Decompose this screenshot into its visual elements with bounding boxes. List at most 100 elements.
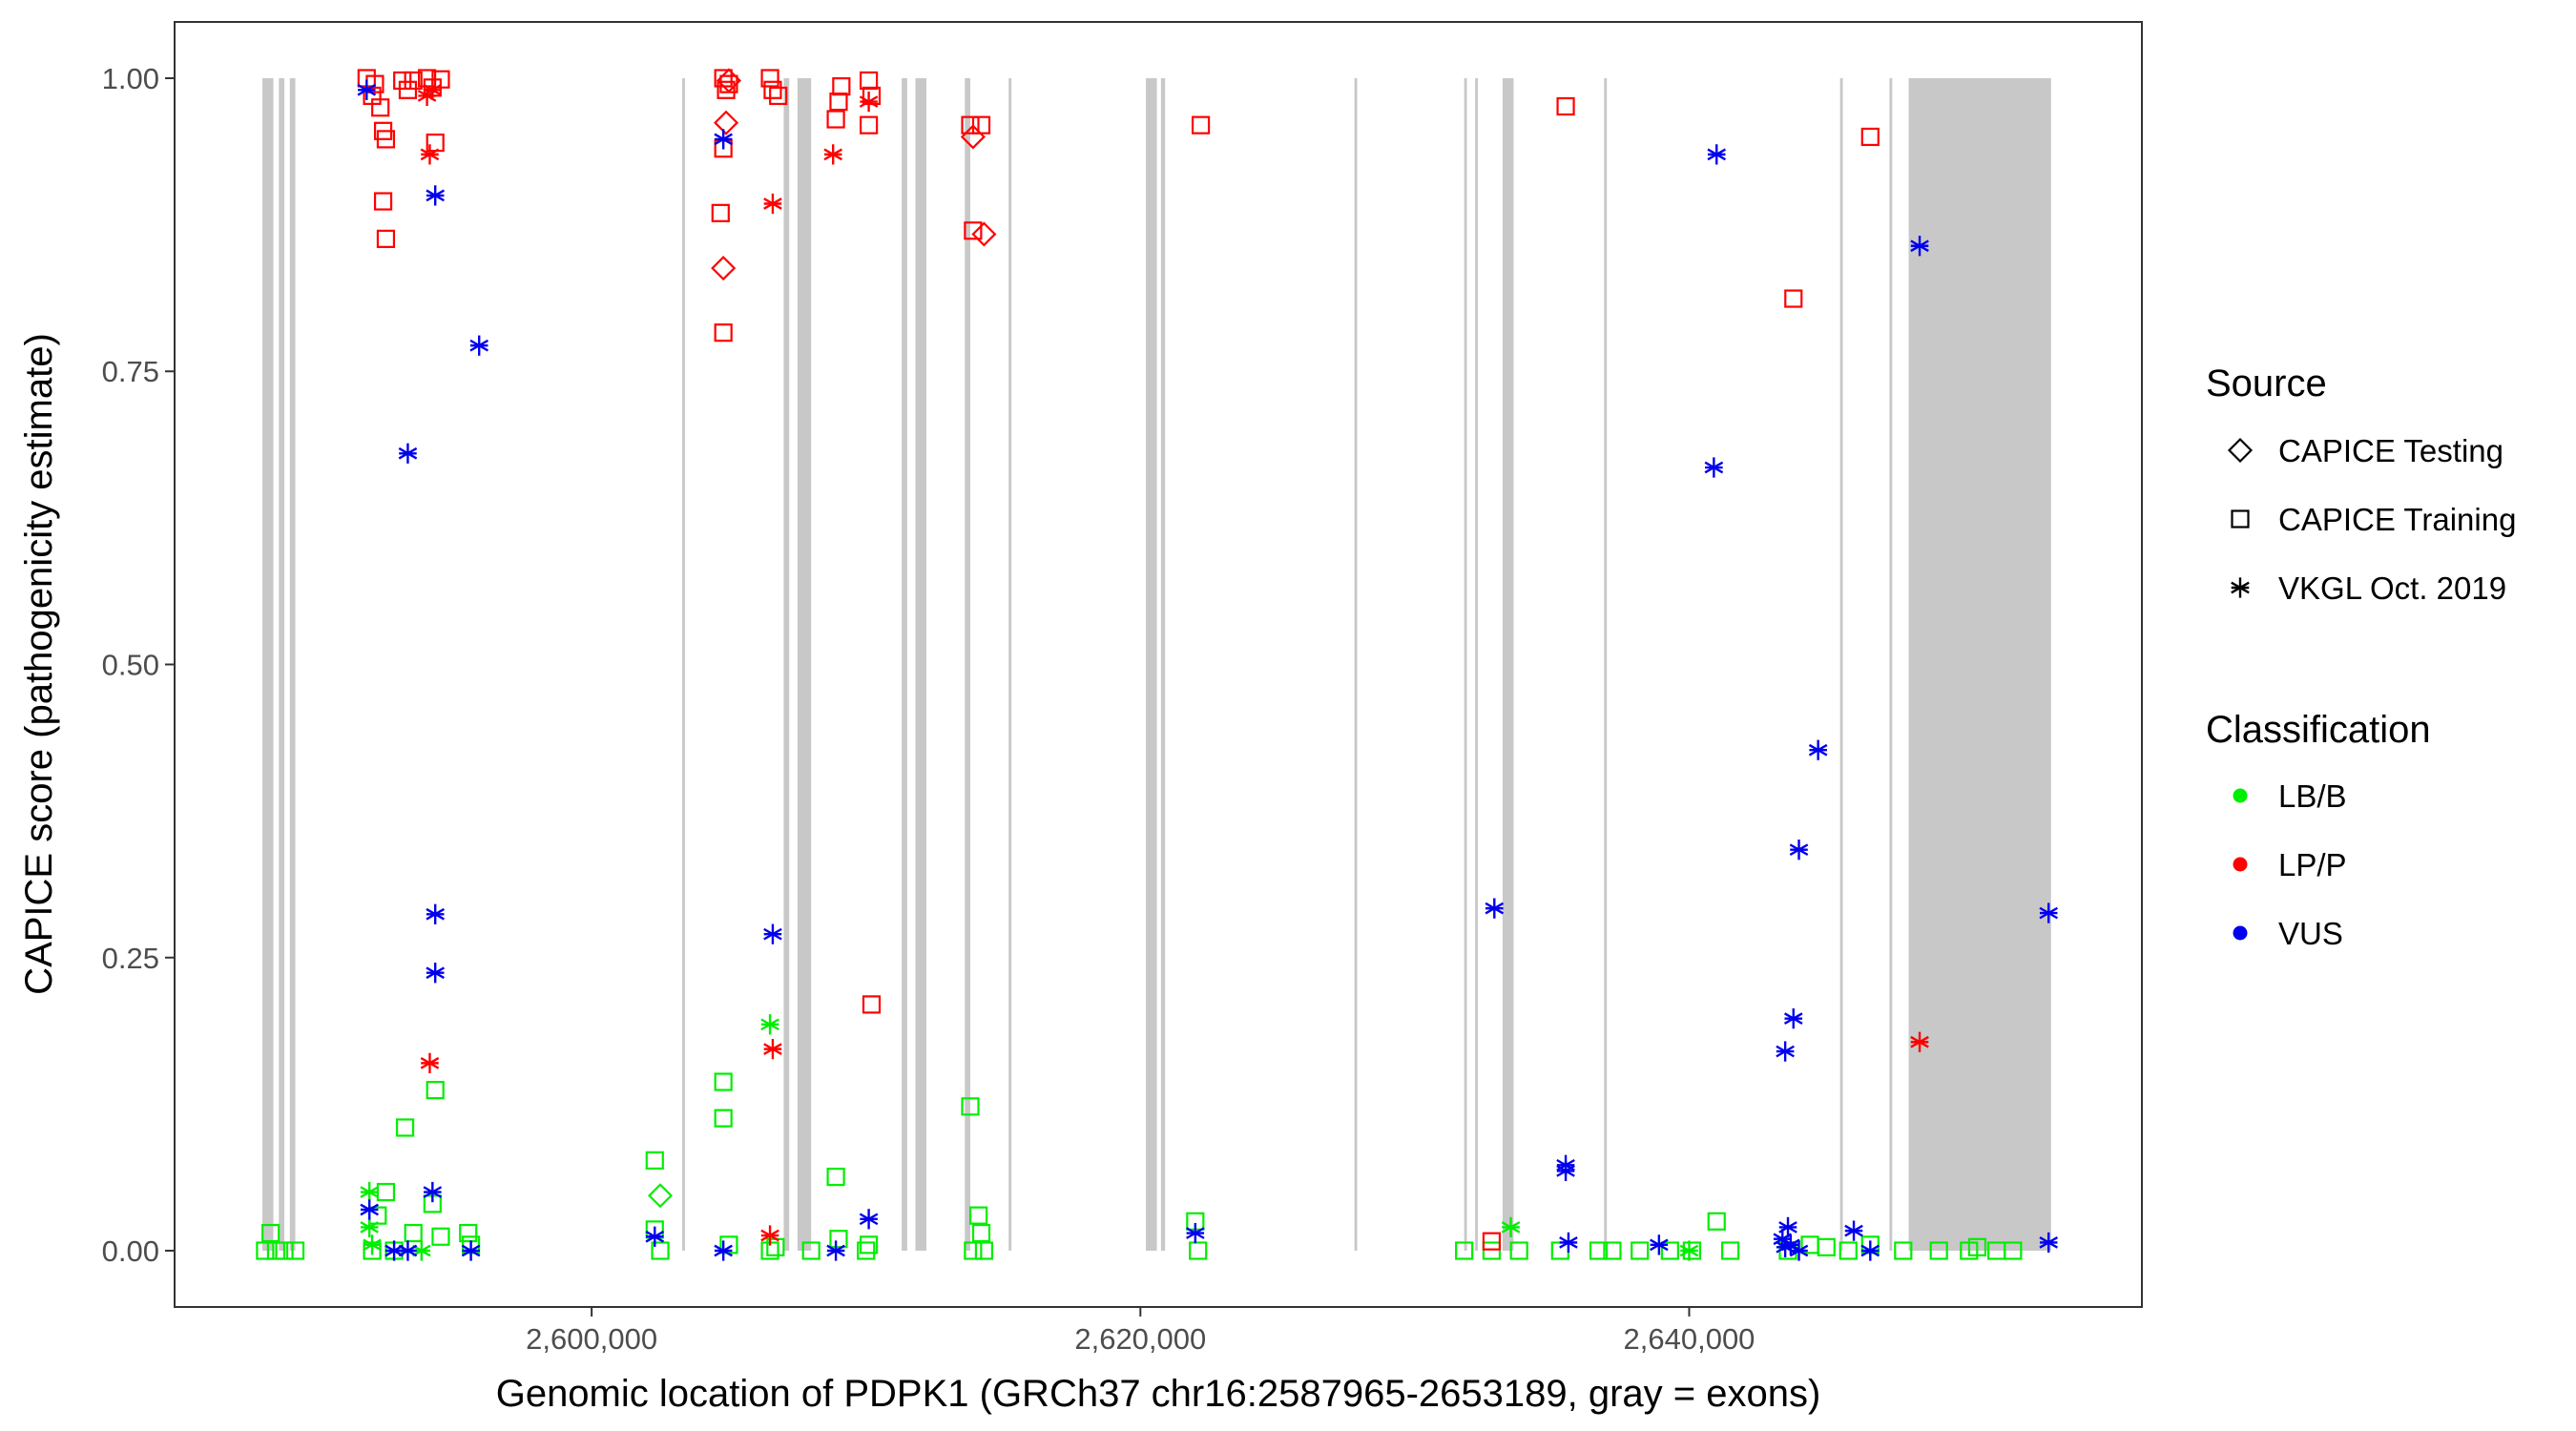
data-point (261, 1223, 280, 1243)
data-point (651, 1241, 670, 1260)
data-point (1817, 1237, 1836, 1256)
plot-panel (174, 21, 2143, 1308)
data-point (1509, 1241, 1528, 1260)
y-tick-label: 0.00 (102, 1234, 159, 1268)
exon-bands (262, 77, 2051, 1252)
data-point (1455, 1241, 1474, 1260)
data-point (714, 1109, 733, 1128)
data-point (461, 1240, 481, 1261)
data-point (426, 185, 446, 206)
legend-class-label: LB/B (2278, 778, 2347, 814)
legend-source-label: CAPICE Testing (2278, 433, 2503, 468)
data-point (371, 98, 390, 117)
exon-band (1604, 77, 1608, 1252)
data-point (971, 1223, 991, 1243)
exon-band (682, 77, 685, 1252)
y-tick-label: 0.25 (102, 942, 159, 975)
exon-band (1908, 77, 2051, 1252)
legend-source-entries: CAPICE Testing CAPICE Training VKGL Oct. 2… (2227, 433, 2516, 606)
data-point (431, 1227, 450, 1246)
data-point (1556, 96, 1575, 116)
data-point (1707, 1212, 1726, 1231)
exon-band (1354, 77, 1358, 1252)
exon-band (1502, 77, 1514, 1252)
data-point (645, 1151, 664, 1170)
data-point (404, 71, 423, 91)
data-point (376, 229, 396, 248)
y-tick-label: 0.75 (102, 355, 159, 388)
data-point (763, 80, 782, 99)
x-tick-label: 2,600,000 (526, 1322, 657, 1356)
legend-key-square (2231, 509, 2250, 529)
exon-band (1008, 77, 1012, 1252)
legend-key-asterisk (2231, 577, 2250, 598)
data-point (760, 69, 779, 88)
data-point (645, 1226, 665, 1247)
data-point (801, 1241, 821, 1260)
data-point (2004, 1241, 2023, 1260)
data-point (964, 221, 983, 240)
data-point (404, 1223, 423, 1243)
data-point (711, 256, 737, 281)
data-point (1860, 127, 1880, 147)
y-axis: 0.00 0.25 0.50 0.75 1.00 (102, 62, 175, 1268)
data-point (1778, 1216, 1797, 1238)
data-point (395, 1118, 415, 1137)
data-point (832, 76, 851, 96)
data-point (275, 1241, 294, 1260)
data-point (714, 1072, 733, 1091)
data-point (285, 1241, 305, 1260)
data-point (826, 1240, 845, 1261)
data-point (426, 1081, 445, 1100)
data-point (469, 335, 489, 356)
data-point (360, 1216, 379, 1238)
data-point (1191, 115, 1211, 135)
data-point (961, 115, 980, 135)
data-point (1679, 1240, 1699, 1261)
data-point (420, 144, 440, 165)
legend-source-label: VKGL Oct. 2019 (2278, 570, 2506, 606)
data-point (862, 995, 882, 1014)
data-point (426, 903, 446, 924)
legend-key-dot (2233, 788, 2248, 803)
data-point (971, 221, 997, 247)
exon-band (783, 77, 790, 1252)
exon-band (1839, 77, 1843, 1252)
data-point (1844, 1220, 1863, 1241)
data-point (1967, 1237, 1987, 1256)
data-point (717, 80, 736, 99)
data-point (1808, 739, 1828, 760)
data-point (423, 79, 443, 100)
legend-class-label: LP/P (2278, 847, 2347, 882)
data-point (1860, 1240, 1880, 1261)
data-point (1839, 1241, 1858, 1260)
data-point (714, 110, 739, 135)
data-point (826, 110, 845, 129)
data-point (714, 323, 733, 342)
data-point (1783, 1008, 1803, 1029)
data-point (769, 86, 788, 106)
data-point (763, 193, 782, 215)
exon-band (1146, 77, 1157, 1252)
data-point (398, 1240, 418, 1261)
legend-class-label: VUS (2278, 916, 2343, 951)
data-point (1660, 1241, 1679, 1260)
data-point (1186, 1222, 1205, 1244)
data-point (1559, 1232, 1578, 1254)
data-point (859, 115, 879, 135)
exon-band (281, 77, 284, 1252)
y-axis-title: CAPICE score (pathogenicity estimate) (18, 333, 60, 995)
data-point (714, 129, 733, 150)
data-point (393, 71, 412, 91)
data-point (1189, 1241, 1208, 1260)
data-point (716, 68, 741, 93)
data-point (1603, 1241, 1622, 1260)
data-point (1589, 1241, 1609, 1260)
data-point (1910, 236, 1929, 257)
data-point (859, 1209, 879, 1230)
data-point (1482, 1232, 1502, 1251)
data-point (376, 130, 396, 149)
data-point (2039, 902, 2059, 923)
y-tick-label: 1.00 (102, 62, 159, 95)
